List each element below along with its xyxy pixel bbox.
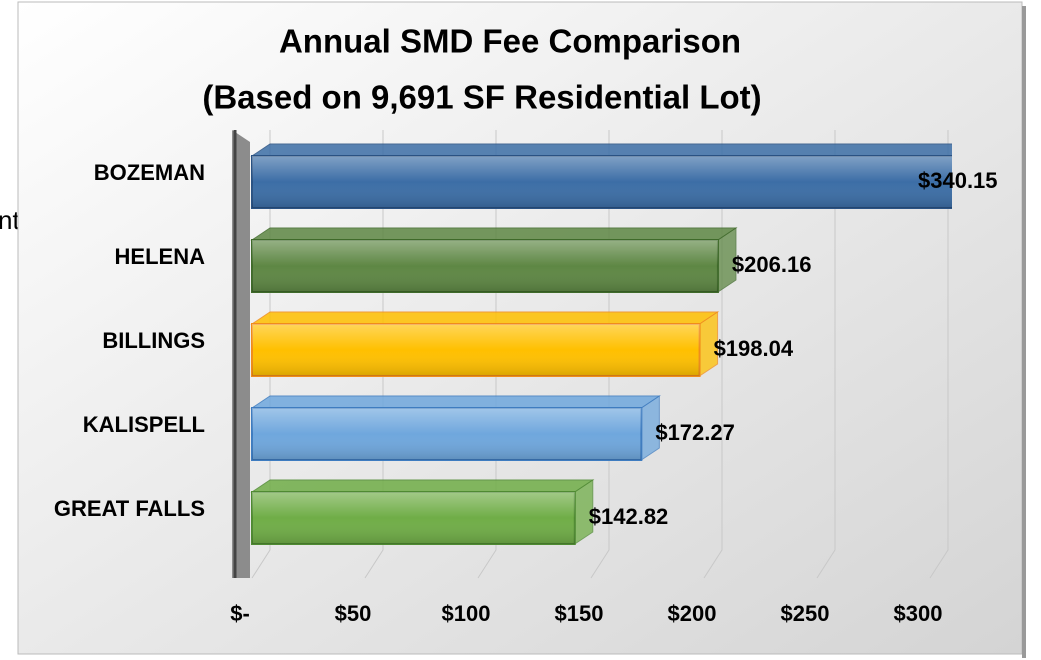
bars bbox=[250, 143, 952, 545]
frame-shadow bbox=[1022, 6, 1026, 658]
y-tick-label: HELENA bbox=[115, 244, 206, 269]
bar-shine bbox=[252, 408, 642, 460]
value-label: $206.16 bbox=[732, 252, 812, 277]
y-tick-label: KALISPELL bbox=[83, 412, 205, 437]
bar-shine bbox=[252, 324, 700, 376]
y-tick-label: GREAT FALLS bbox=[54, 496, 205, 521]
x-tick-label: $- bbox=[230, 601, 250, 626]
value-label: $340.15 bbox=[918, 168, 998, 193]
bar-top bbox=[250, 227, 738, 241]
bar-top bbox=[250, 479, 595, 493]
y-tick-label: BILLINGS bbox=[102, 328, 205, 353]
background-text: nt bbox=[0, 205, 20, 235]
bar-top bbox=[250, 143, 952, 157]
labels: $- $50 $100 $150 $200 $250 $300 $340.15 BOZEMAN $… bbox=[54, 160, 998, 626]
value-label: $142.82 bbox=[589, 504, 669, 529]
bar-top bbox=[250, 395, 661, 409]
x-tick-label: $200 bbox=[668, 601, 717, 626]
chart-subtitle: (Based on 9,691 SF Residential Lot) bbox=[202, 79, 761, 116]
x-tick-label: $100 bbox=[442, 601, 491, 626]
y-tick-label: BOZEMAN bbox=[94, 160, 205, 185]
value-label: $198.04 bbox=[714, 336, 794, 361]
bar-shine bbox=[252, 156, 952, 208]
bar-shine bbox=[252, 240, 718, 292]
x-tick-label: $250 bbox=[781, 601, 830, 626]
grid-line bbox=[816, 130, 836, 579]
bar-top bbox=[250, 311, 720, 325]
value-label: $172.27 bbox=[655, 420, 735, 445]
x-tick-label: $300 bbox=[894, 601, 943, 626]
chart-title: Annual SMD Fee Comparison bbox=[279, 23, 741, 60]
bar-shine bbox=[252, 492, 575, 544]
x-tick-label: $150 bbox=[555, 601, 604, 626]
grid-line bbox=[929, 130, 949, 579]
x-tick-label: $50 bbox=[335, 601, 372, 626]
